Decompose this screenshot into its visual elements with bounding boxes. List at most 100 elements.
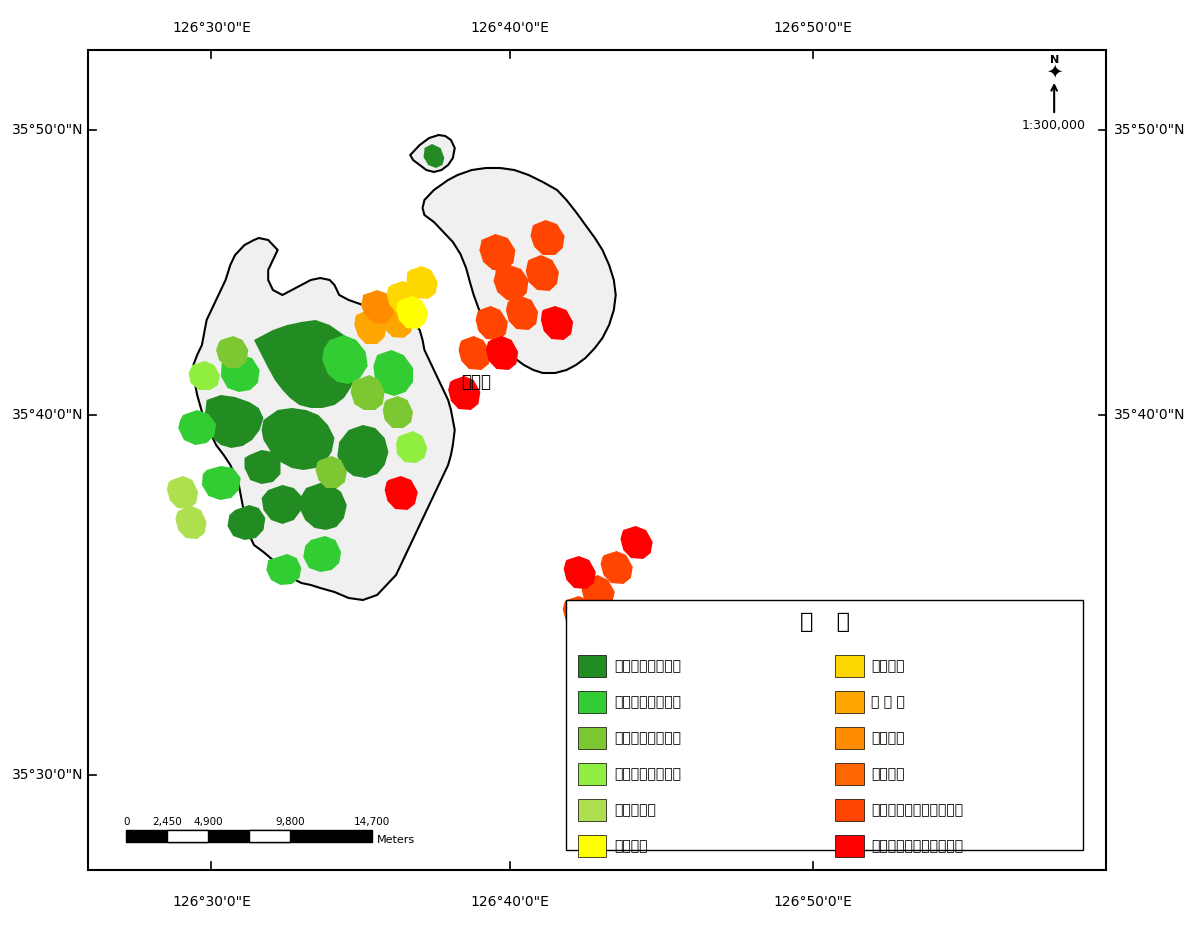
- Text: 4,900: 4,900: [193, 817, 223, 827]
- Polygon shape: [304, 536, 341, 572]
- Polygon shape: [530, 220, 565, 255]
- Bar: [835, 835, 863, 857]
- Text: 126°40'0"E: 126°40'0"E: [470, 895, 549, 909]
- Text: 35°50'0"N: 35°50'0"N: [1114, 123, 1185, 137]
- Bar: [835, 763, 863, 785]
- Text: 약침식토양: 약침식토양: [613, 803, 656, 817]
- Polygon shape: [337, 425, 388, 478]
- Polygon shape: [188, 361, 220, 390]
- Text: 126°40'0"E: 126°40'0"E: [470, 21, 549, 35]
- Text: 126°50'0"E: 126°50'0"E: [773, 895, 852, 909]
- Text: 35°50'0"N: 35°50'0"N: [12, 123, 83, 137]
- Polygon shape: [406, 266, 438, 299]
- Bar: [578, 727, 606, 749]
- Text: 갈색약건산림토양: 갈색약건산림토양: [613, 695, 681, 709]
- Bar: [126, 830, 373, 842]
- Polygon shape: [384, 306, 413, 338]
- Bar: [578, 691, 606, 713]
- Polygon shape: [562, 596, 594, 629]
- Polygon shape: [179, 410, 216, 445]
- Polygon shape: [175, 506, 207, 539]
- Text: 적색계갈색약건산림토양: 적색계갈색약건산림토양: [872, 839, 964, 853]
- Text: 1:300,000: 1:300,000: [1022, 118, 1086, 131]
- Polygon shape: [493, 265, 529, 300]
- Bar: [578, 835, 606, 857]
- Polygon shape: [216, 336, 248, 368]
- Polygon shape: [621, 526, 653, 559]
- Polygon shape: [355, 310, 387, 344]
- Polygon shape: [423, 168, 616, 373]
- Polygon shape: [316, 456, 347, 488]
- Polygon shape: [267, 554, 301, 585]
- Polygon shape: [262, 408, 335, 470]
- Polygon shape: [506, 296, 538, 330]
- Polygon shape: [254, 320, 358, 408]
- Text: 암쌌토양: 암쌌토양: [872, 659, 905, 673]
- Text: 목 초 지: 목 초 지: [872, 695, 905, 709]
- Polygon shape: [486, 336, 518, 370]
- Bar: [88, 50, 1106, 870]
- Polygon shape: [262, 485, 301, 524]
- Polygon shape: [361, 290, 394, 324]
- FancyBboxPatch shape: [567, 600, 1083, 850]
- Bar: [578, 763, 606, 785]
- Polygon shape: [410, 135, 455, 172]
- Polygon shape: [459, 336, 491, 370]
- Polygon shape: [525, 255, 559, 291]
- Text: 범   례: 범 례: [799, 612, 849, 632]
- Polygon shape: [581, 575, 615, 610]
- Polygon shape: [424, 144, 444, 168]
- Text: Meters: Meters: [378, 835, 416, 845]
- Polygon shape: [220, 355, 260, 392]
- Polygon shape: [541, 306, 573, 340]
- Polygon shape: [193, 238, 455, 600]
- Polygon shape: [563, 556, 596, 589]
- Polygon shape: [323, 335, 368, 384]
- Text: 갈색적윤산림토양: 갈색적윤산림토양: [613, 731, 681, 745]
- Text: N: N: [1049, 55, 1059, 65]
- Bar: [578, 655, 606, 677]
- Bar: [167, 830, 208, 842]
- Text: 126°30'0"E: 126°30'0"E: [172, 21, 251, 35]
- Text: 미숙토양: 미숙토양: [613, 839, 648, 853]
- Text: 126°30'0"E: 126°30'0"E: [172, 895, 251, 909]
- Polygon shape: [205, 395, 263, 448]
- Bar: [835, 727, 863, 749]
- Polygon shape: [299, 483, 347, 530]
- Polygon shape: [350, 375, 385, 410]
- Text: 35°30'0"N: 35°30'0"N: [12, 768, 83, 782]
- Polygon shape: [600, 551, 632, 584]
- Text: 제　　지: 제 지: [872, 767, 905, 781]
- Polygon shape: [373, 350, 413, 396]
- Polygon shape: [397, 431, 428, 463]
- Text: 갈색건조산림토양: 갈색건조산림토양: [613, 659, 681, 673]
- Polygon shape: [397, 296, 429, 329]
- Polygon shape: [387, 281, 419, 314]
- Text: 부안군: 부안군: [462, 373, 492, 391]
- Text: ✦: ✦: [1046, 62, 1062, 81]
- Polygon shape: [244, 450, 281, 484]
- Text: 35°40'0"N: 35°40'0"N: [12, 408, 83, 422]
- Polygon shape: [227, 505, 266, 540]
- Bar: [835, 799, 863, 821]
- Polygon shape: [202, 466, 241, 500]
- Bar: [835, 691, 863, 713]
- Text: 9,800: 9,800: [275, 817, 305, 827]
- Text: 14,700: 14,700: [354, 817, 391, 827]
- Text: 군사지역: 군사지역: [872, 731, 905, 745]
- Polygon shape: [448, 376, 480, 410]
- Polygon shape: [167, 476, 198, 509]
- Text: 갈색약습산림토양: 갈색약습산림토양: [613, 767, 681, 781]
- Bar: [578, 799, 606, 821]
- Bar: [249, 830, 291, 842]
- Polygon shape: [479, 234, 516, 270]
- Text: 적색계갈색건조산림토양: 적색계갈색건조산림토양: [872, 803, 964, 817]
- Text: 126°50'0"E: 126°50'0"E: [773, 21, 852, 35]
- Polygon shape: [382, 396, 413, 428]
- Text: 0: 0: [123, 817, 130, 827]
- Polygon shape: [385, 476, 418, 510]
- Polygon shape: [475, 306, 507, 340]
- Text: 2,450: 2,450: [152, 817, 182, 827]
- Bar: [835, 655, 863, 677]
- Text: 35°40'0"N: 35°40'0"N: [1114, 408, 1185, 422]
